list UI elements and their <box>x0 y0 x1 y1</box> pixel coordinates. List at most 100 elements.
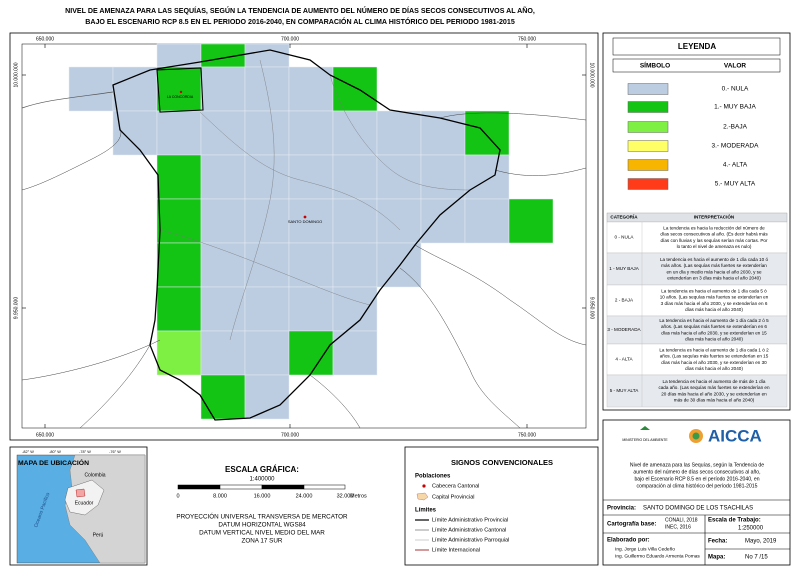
field-label: Cartografía base: <box>607 522 656 528</box>
grid-cell <box>376 154 422 200</box>
legend-swatch <box>627 140 669 152</box>
description: comparación al clima histórico del perío… <box>637 483 758 489</box>
location-title: MAPA DE UBICACIÓN <box>18 458 89 467</box>
table-header: CATEGORÍA <box>610 213 638 220</box>
cantonal-limit <box>439 112 587 121</box>
legend-swatch <box>627 159 669 171</box>
international-limit <box>21 91 114 109</box>
grid-cell <box>420 110 466 156</box>
projection-text: ZONA 17 SUR <box>242 538 283 545</box>
legend-label: 3.- MODERADA <box>712 143 760 150</box>
table-text: 10 años. (Las sequías más fuertes se ext… <box>660 295 769 300</box>
table-row <box>606 374 788 408</box>
field-value: CONALI, 2018 <box>665 517 698 523</box>
cantonal-limit <box>21 339 161 381</box>
cabecera-symbol <box>422 484 426 488</box>
y-coordinate: 10.000.000 <box>13 62 19 87</box>
country-label: Ecuador <box>75 500 94 506</box>
grid-cell <box>332 198 378 244</box>
scale-tick: 8.000 <box>213 493 227 499</box>
cantonal-limit <box>414 244 587 346</box>
scale-tick: 0 <box>176 493 179 499</box>
field-value: INEC, 2016 <box>665 524 691 530</box>
y-coordinate: 10.000.000 <box>589 62 595 87</box>
table-text: días más hacia el año 2040) <box>685 307 743 312</box>
country-label: Colombia <box>84 472 105 478</box>
grid-cell <box>200 154 246 200</box>
grid-cell <box>288 330 334 376</box>
cantonal-limit <box>309 374 361 429</box>
grid-cell <box>420 198 466 244</box>
legend-label: 5.- MUY ALTA <box>715 181 756 188</box>
legend-header-box <box>612 58 781 73</box>
legend-header: SÍMBOLO <box>640 61 670 70</box>
scale-tick: 24.000 <box>296 493 313 499</box>
table-text: más años. (Las sequías más fuertes se ex… <box>661 263 767 268</box>
symbols-subtitle: Límites <box>415 508 437 514</box>
location-province <box>75 488 86 498</box>
grid-cell <box>508 198 554 244</box>
grid-cell <box>156 286 202 332</box>
table-text: La tendencia es hacia el aumento de 1 dí… <box>660 257 768 262</box>
grid-cell <box>156 154 202 200</box>
grid-cell <box>332 330 378 376</box>
grid-cell <box>244 43 290 68</box>
table-text: días más hacia el año 2040) <box>685 366 743 371</box>
symbols-title: SIGNOS CONVENCIONALES <box>451 458 553 467</box>
table-text: La tendencia es hacia el aumento de 1 dí… <box>659 318 769 323</box>
grid-cell <box>332 154 378 200</box>
grid-cell <box>464 154 510 200</box>
table-text: lo tanto el nivel de amenaza es nulo) <box>677 244 752 249</box>
project-name: AICCA <box>708 426 762 445</box>
legend-title: LEYENDA <box>678 42 716 51</box>
project-logo <box>692 432 700 440</box>
grid-cell <box>68 66 114 112</box>
x-coordinate: 750.000 <box>518 432 536 438</box>
grid-cell <box>244 286 290 332</box>
x-coordinate: 750.000 <box>518 36 536 42</box>
legend-title-box <box>612 37 781 56</box>
legend-swatch <box>627 121 669 133</box>
grid-cell <box>288 154 334 200</box>
x-coordinate: 700.000 <box>281 432 299 438</box>
description: aumento del número de días secos consecu… <box>633 469 760 475</box>
cantonal-limit <box>21 127 122 191</box>
symbol-label: Límite Administrativo Parroquial <box>432 537 509 543</box>
grid-cell <box>288 286 334 332</box>
field-value: SANTO DOMINGO DE LOS TSACHILAS <box>643 506 753 512</box>
location-ecuador <box>64 479 105 516</box>
lon-tick: -78° W <box>79 450 91 454</box>
grid-cell <box>332 66 378 112</box>
y-coordinate: 9.950.000 <box>13 297 19 319</box>
grid-cell <box>156 66 202 112</box>
description: bajo el Escenario RCP 8.5 en el período … <box>634 476 759 482</box>
grid-cell <box>464 198 510 244</box>
grid-cell <box>200 330 246 376</box>
field-value: Ing. Guillermo Eduardo Armenta Pomas <box>615 553 700 559</box>
place-label: LA CONCORDIA <box>167 95 194 99</box>
table-text: días secos consecutivos al año. (Es deci… <box>660 232 768 237</box>
legend-label: 4.- ALTA <box>723 162 748 169</box>
x-coordinate: 650.000 <box>36 36 54 42</box>
grid-cell <box>156 330 202 376</box>
field-label: Escala de Trabajo: <box>708 518 761 524</box>
scale-segment <box>177 484 221 490</box>
table-category: 1 - MUY BAJA <box>609 266 639 271</box>
table-category: 5 - MUY ALTA <box>610 388 640 393</box>
legend-header: VALOR <box>724 63 747 70</box>
table-row <box>606 284 788 317</box>
field-value: Ing. Jorge Luis Villa Cedeño <box>615 546 675 552</box>
legend-label: 2.-BAJA <box>723 124 748 131</box>
legend-swatch <box>627 178 669 190</box>
scale-unit: Metros <box>350 493 367 499</box>
scale-segment <box>303 484 346 490</box>
table-text: La tendencia es hacia la reducción del n… <box>663 225 765 230</box>
scale-tick: 32.000 <box>337 493 354 499</box>
cabecera-marker <box>179 90 183 94</box>
symbol-label: Cabecera Cantonal <box>432 483 479 489</box>
grid-cell <box>332 110 378 156</box>
table-text: La tendencia es hacia el aumento de 1 dí… <box>659 347 769 352</box>
legend-swatch <box>627 83 669 95</box>
table-text: días más hacia el año 2030, y se extende… <box>661 360 767 365</box>
